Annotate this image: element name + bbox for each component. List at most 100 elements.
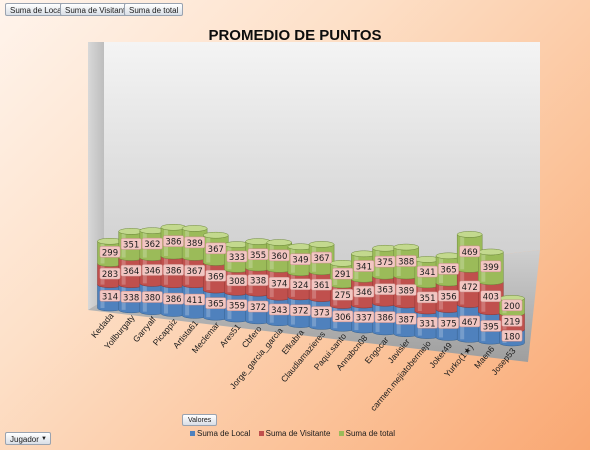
data-label-local: 467 (462, 318, 478, 328)
data-label-total: 362 (144, 240, 160, 250)
jugador-filter-button[interactable]: Jugador ▼ (5, 432, 51, 445)
data-label-total: 365 (440, 265, 456, 275)
data-label-total: 355 (250, 251, 266, 261)
data-label-total: 375 (377, 258, 393, 268)
data-label-bg (480, 290, 502, 302)
data-label-bg (480, 320, 502, 332)
data-label-bg (311, 278, 332, 291)
data-label-total: 299 (102, 248, 118, 258)
bar-cap (478, 248, 504, 256)
data-label-bg (247, 248, 269, 261)
data-label-bg (226, 250, 248, 263)
data-label-bg (205, 297, 227, 309)
bar-cap (456, 231, 483, 238)
data-label-bg (290, 304, 311, 316)
data-label-total: 341 (419, 268, 435, 278)
data-label-visitante: 472 (462, 283, 478, 293)
data-label-bg (247, 300, 269, 313)
data-label-total: 200 (504, 302, 520, 312)
data-label-bg (438, 263, 459, 275)
data-label-local: 380 (144, 294, 160, 304)
data-label-total: 349 (292, 256, 308, 266)
data-label-total: 367 (313, 254, 329, 264)
data-label-local: 314 (102, 292, 118, 302)
bar-cap (203, 231, 229, 239)
data-label-bg (247, 274, 269, 286)
legend-label-visitante: Suma de Visitante (265, 429, 331, 438)
data-label-local: 343 (271, 306, 287, 316)
data-label-bg (226, 299, 248, 311)
legend-item-total: Suma de total (338, 429, 395, 438)
data-label-bg (205, 270, 227, 282)
data-label-visitante: 364 (123, 267, 139, 277)
data-label-bg (205, 242, 227, 255)
data-label-bg (141, 264, 163, 276)
data-label-bg (311, 251, 332, 264)
data-label-local: 337 (356, 314, 372, 324)
data-label-local: 331 (419, 319, 435, 329)
data-label-total: 360 (271, 252, 287, 262)
data-label-visitante: 403 (483, 293, 499, 303)
data-label-bg (184, 264, 205, 277)
data-label-visitante: 283 (102, 270, 118, 280)
data-label-bg (374, 283, 396, 295)
data-label-visitante: 369 (208, 272, 224, 282)
chart-title: PROMEDIO DE PUNTOS (208, 27, 381, 44)
data-label-bg (332, 288, 354, 301)
data-label-bg (459, 245, 481, 258)
data-label-local: 180 (504, 332, 520, 342)
data-label-total: 389 (187, 239, 203, 249)
data-label-bg (417, 317, 438, 329)
data-label-visitante: 386 (165, 266, 181, 276)
data-label-bg (163, 292, 184, 305)
dropdown-arrow-icon: ▼ (41, 436, 47, 442)
data-label-bg (141, 237, 163, 250)
data-label-bg (459, 280, 481, 293)
data-label-bg (501, 299, 523, 312)
data-label-bg (353, 285, 375, 298)
data-label-bg (374, 255, 396, 268)
data-label-total: 367 (208, 245, 224, 255)
data-label-bg (438, 317, 459, 329)
data-label-visitante: 219 (504, 317, 520, 327)
legend-item-visitante: Suma de Visitante (258, 429, 331, 438)
data-label-total: 469 (462, 248, 478, 258)
data-label-bg (501, 315, 523, 327)
data-label-bg (353, 311, 375, 323)
data-label-bg (395, 313, 417, 325)
data-label-bg (184, 236, 205, 249)
data-label-bg (268, 277, 290, 289)
data-label-total: 351 (123, 240, 139, 250)
data-label-local: 386 (377, 314, 393, 324)
data-label-local: 386 (165, 295, 181, 305)
data-label-visitante: 308 (229, 277, 245, 287)
legend-label-local: Suma de Local (197, 429, 251, 438)
valores-button[interactable]: Valores (182, 414, 218, 426)
data-label-bg (290, 253, 311, 265)
legend-label-total: Suma de total (345, 429, 395, 438)
data-label-bg (332, 267, 354, 280)
data-label-bg (120, 264, 142, 277)
field-button-total[interactable]: Suma de total (124, 3, 184, 16)
data-label-total: 333 (229, 253, 245, 263)
data-label-bg (184, 293, 205, 306)
data-label-visitante: 389 (398, 286, 414, 296)
data-label-bg (268, 249, 290, 262)
data-label-local: 375 (440, 320, 456, 330)
legend-swatch-total (338, 431, 344, 437)
data-label-bg (417, 291, 438, 304)
jugador-filter-label: Jugador (10, 435, 39, 444)
data-label-visitante: 338 (250, 277, 266, 287)
data-label-visitante: 374 (271, 279, 287, 289)
data-label-local: 359 (229, 302, 245, 312)
legend-item-local: Suma de Local (190, 429, 250, 438)
data-label-total: 386 (165, 238, 181, 248)
data-label-local: 306 (335, 313, 351, 323)
data-label-bg (141, 291, 163, 303)
data-label-local: 338 (123, 293, 139, 303)
data-label-visitante: 275 (335, 291, 351, 301)
data-label-visitante: 346 (356, 288, 372, 298)
bar-cap (181, 225, 208, 232)
data-label-visitante: 351 (419, 294, 435, 304)
bar-cap (393, 243, 419, 251)
